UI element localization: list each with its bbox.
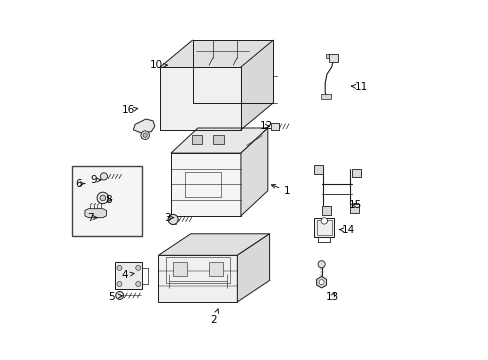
Circle shape <box>100 173 107 180</box>
Text: 9: 9 <box>90 175 101 185</box>
Polygon shape <box>158 234 269 255</box>
Polygon shape <box>158 255 237 302</box>
Circle shape <box>97 192 108 204</box>
Polygon shape <box>241 40 273 130</box>
Text: 4: 4 <box>121 270 134 280</box>
Polygon shape <box>314 218 333 237</box>
Polygon shape <box>241 128 267 216</box>
Circle shape <box>319 280 324 285</box>
Polygon shape <box>133 119 155 134</box>
Polygon shape <box>115 262 142 289</box>
Text: 3: 3 <box>164 213 173 222</box>
Polygon shape <box>328 54 337 62</box>
Polygon shape <box>325 54 328 58</box>
Text: 1: 1 <box>271 184 290 196</box>
Polygon shape <box>237 234 269 302</box>
Polygon shape <box>191 135 202 144</box>
Text: 8: 8 <box>105 195 111 205</box>
Polygon shape <box>171 128 267 153</box>
Polygon shape <box>314 165 323 174</box>
Polygon shape <box>349 204 359 213</box>
Polygon shape <box>321 206 330 215</box>
Polygon shape <box>316 276 326 288</box>
Polygon shape <box>351 168 360 177</box>
Text: 16: 16 <box>121 105 138 115</box>
Polygon shape <box>85 209 106 218</box>
Circle shape <box>100 195 105 201</box>
Circle shape <box>117 282 122 287</box>
Circle shape <box>136 282 141 287</box>
Circle shape <box>321 218 327 224</box>
Text: 10: 10 <box>150 60 167 70</box>
Polygon shape <box>208 262 223 276</box>
Circle shape <box>116 292 123 300</box>
Text: 15: 15 <box>348 200 362 210</box>
Text: 7: 7 <box>87 213 97 222</box>
Polygon shape <box>172 262 187 276</box>
Text: 14: 14 <box>338 225 354 235</box>
Circle shape <box>117 265 122 270</box>
Circle shape <box>136 265 141 270</box>
Polygon shape <box>160 40 273 67</box>
Circle shape <box>142 133 147 137</box>
Text: 12: 12 <box>259 121 272 131</box>
Text: 2: 2 <box>210 309 218 325</box>
Text: 5: 5 <box>108 292 122 302</box>
Text: 6: 6 <box>75 179 85 189</box>
Polygon shape <box>213 135 224 144</box>
Text: 13: 13 <box>325 292 338 302</box>
Circle shape <box>141 131 149 139</box>
Polygon shape <box>271 123 278 130</box>
Polygon shape <box>160 67 241 130</box>
Text: 11: 11 <box>351 82 367 92</box>
Polygon shape <box>171 153 241 216</box>
Circle shape <box>168 215 178 225</box>
Circle shape <box>317 261 325 268</box>
Polygon shape <box>320 94 330 99</box>
Bar <box>72 166 142 235</box>
